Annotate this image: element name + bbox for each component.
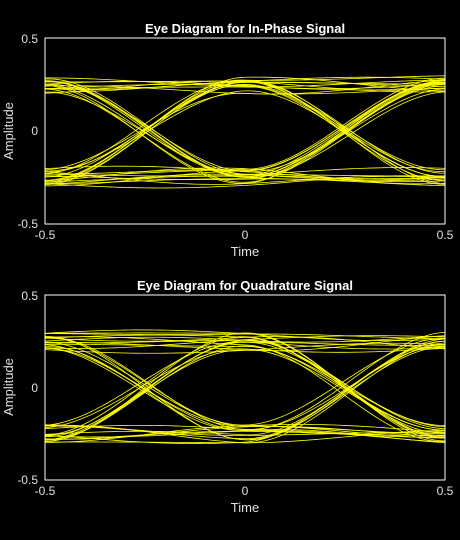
quadrature-eye-trace: [44, 335, 446, 343]
inphase-eye-trace: [44, 85, 446, 183]
quadrature-eye-trace: [44, 338, 446, 426]
quadrature-eye-trace: [44, 329, 446, 341]
quadrature-ytick-label-top: 0.5: [21, 289, 38, 303]
inphase-xtick-label-center: 0: [242, 228, 249, 242]
quadrature-trace-group: [44, 329, 446, 444]
inphase-axes: Eye Diagram for In-Phase Signal 0.5 0 -0…: [1, 21, 454, 259]
quadrature-eye-trace: [44, 340, 446, 440]
inphase-eye-trace: [44, 84, 446, 91]
inphase-eye-trace: [44, 82, 446, 183]
inphase-x-axis-label: Time: [231, 244, 259, 259]
quadrature-eye-trace: [44, 341, 446, 442]
inphase-eye-trace: [44, 81, 446, 185]
inphase-eye-trace: [44, 81, 446, 187]
inphase-eye-trace: [44, 175, 446, 187]
inphase-eye-trace: [44, 79, 446, 90]
quadrature-eye-trace: [44, 346, 446, 444]
inphase-eye-trace: [44, 80, 446, 178]
quadrature-eye-trace: [44, 341, 446, 431]
inphase-eye-trace: [44, 81, 446, 93]
inphase-eye-trace: [44, 77, 446, 175]
inphase-eye-trace: [44, 81, 446, 184]
inphase-eye-trace: [44, 76, 446, 173]
quadrature-y-axis-label: Amplitude: [1, 358, 16, 416]
inphase-eye-trace: [44, 173, 446, 185]
quadrature-eye-trace: [44, 333, 446, 340]
inphase-eye-trace: [44, 79, 446, 171]
quadrature-ytick-label-mid: 0: [31, 381, 38, 395]
quadrature-axes: Eye Diagram for Quadrature Signal 0.5 0 …: [1, 278, 454, 515]
inphase-plot-area: [45, 38, 445, 224]
inphase-trace-group: [44, 75, 446, 189]
inphase-chart-title: Eye Diagram for In-Phase Signal: [145, 21, 345, 36]
inphase-eye-trace: [44, 84, 446, 178]
inphase-ytick-label-mid: 0: [31, 124, 38, 138]
inphase-ytick-label-bottom: -0.5: [17, 217, 38, 231]
quadrature-chart-title: Eye Diagram for Quadrature Signal: [137, 278, 353, 293]
quadrature-eye-trace: [44, 332, 446, 442]
inphase-eye-trace: [44, 83, 446, 185]
quadrature-eye-trace: [44, 334, 446, 434]
inphase-axes-box: [44, 37, 446, 225]
quadrature-x-axis-label: Time: [231, 500, 259, 515]
quadrature-xtick-label-center: 0: [242, 484, 249, 498]
inphase-xtick-label-left: -0.5: [35, 228, 56, 242]
quadrature-eye-trace: [44, 336, 446, 442]
quadrature-eye-trace: [44, 425, 446, 440]
quadrature-plot-area: [45, 295, 445, 480]
quadrature-eye-trace: [44, 336, 446, 437]
inphase-eye-trace: [44, 80, 446, 178]
quadrature-eye-trace: [44, 342, 446, 354]
inphase-y-axis-label: Amplitude: [1, 102, 16, 160]
inphase-xtick-label-right: 0.5: [437, 228, 454, 242]
quadrature-ytick-label-bottom: -0.5: [17, 473, 38, 487]
inphase-eye-trace: [44, 75, 446, 183]
inphase-ytick-label-top: 0.5: [21, 32, 38, 46]
quadrature-xtick-label-right: 0.5: [437, 484, 454, 498]
inphase-eye-trace: [44, 83, 446, 173]
quadrature-eye-trace: [44, 430, 446, 443]
quadrature-eye-trace: [44, 430, 446, 444]
quadrature-axes-box: [44, 294, 446, 481]
quadrature-eye-trace: [44, 331, 446, 430]
inphase-eye-trace: [44, 80, 446, 185]
quadrature-eye-trace: [44, 347, 446, 443]
inphase-eye-trace: [44, 78, 446, 180]
quadrature-xtick-label-left: -0.5: [35, 484, 56, 498]
quadrature-eye-trace: [44, 335, 446, 349]
